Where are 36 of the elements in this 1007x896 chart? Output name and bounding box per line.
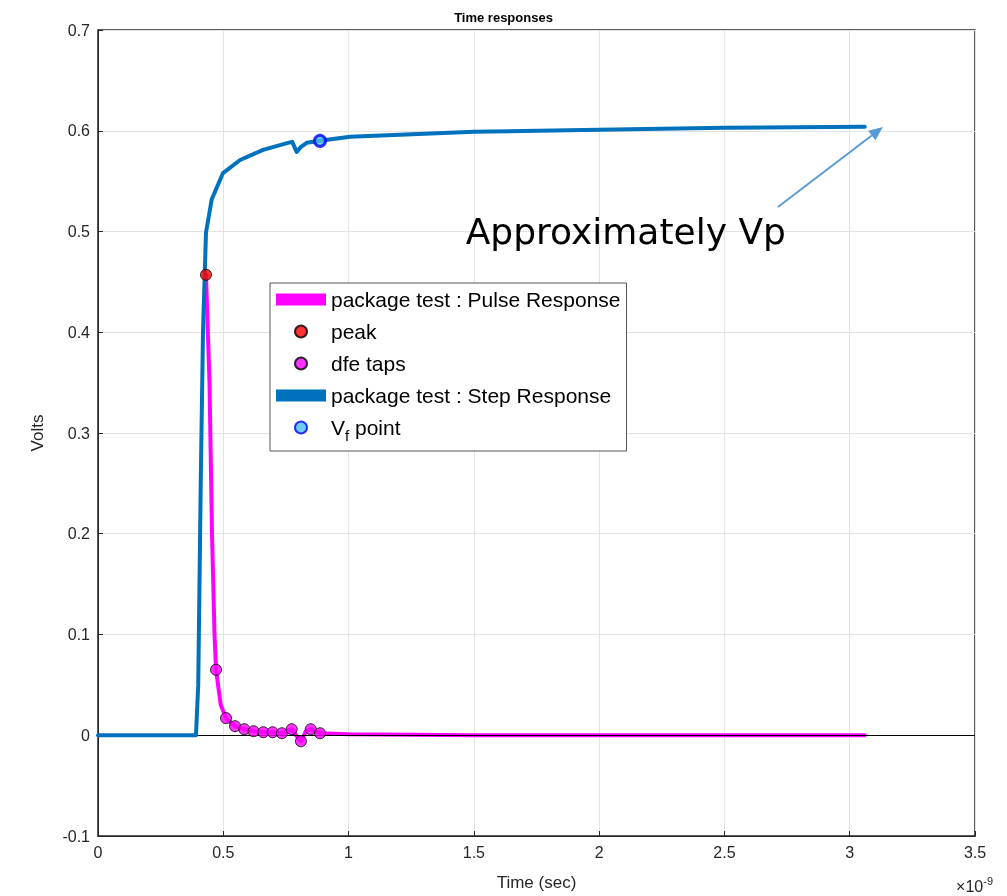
y-tick-label: 0.5: [67, 223, 91, 240]
x-tick-label: 3.5: [963, 843, 987, 861]
point: [313, 133, 328, 148]
x-tick-label: 1.5: [462, 843, 486, 861]
y-tick-label: 0.4: [67, 323, 91, 341]
y-tick-label: 0: [81, 726, 91, 744]
point: [285, 723, 298, 736]
y-tick-label: 0.2: [67, 525, 91, 543]
point: [220, 712, 233, 725]
point: [314, 727, 327, 740]
y-tick-label: 0.1: [67, 626, 91, 643]
y-axis-title: Volts: [28, 414, 47, 452]
y-tick-label: 0.7: [67, 21, 91, 39]
x-tick-label: 0.5: [212, 843, 235, 861]
point: [210, 663, 223, 676]
point: [200, 268, 212, 281]
legend-label: dfe taps: [331, 352, 406, 375]
line-series: [96, 124, 867, 738]
chart-title: Time responses: [454, 10, 553, 25]
legend-label: package test : Step Response: [331, 384, 612, 407]
x-tick-label: 3: [845, 843, 855, 861]
point: [275, 727, 288, 740]
x-axis-title: Time (sec): [496, 873, 577, 892]
y-tick-label: 0.3: [67, 424, 91, 442]
x-tick-label: 2.5: [713, 843, 736, 861]
x-tick-label: 2: [594, 843, 604, 861]
point: [294, 735, 307, 748]
legend-label: peak: [331, 320, 378, 343]
x-tick-label: 1: [344, 843, 354, 861]
y-tick-label: -0.1: [62, 827, 91, 845]
legend-label: package test : Pulse Response: [331, 288, 621, 311]
point: [304, 723, 317, 736]
annotation: Approximately Vp: [465, 211, 786, 253]
x-tick-label: 0: [93, 843, 103, 861]
point: [247, 725, 260, 738]
y-tick-label: 0.6: [67, 122, 91, 140]
